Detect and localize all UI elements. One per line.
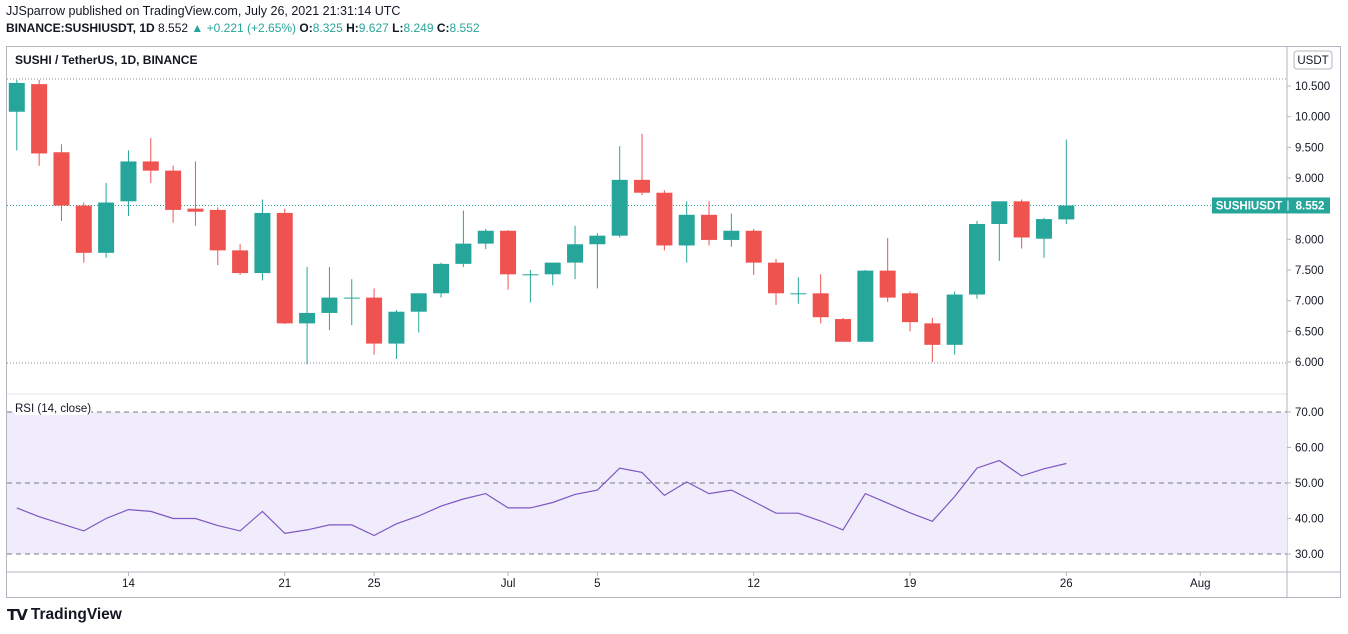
candle-body (276, 212, 293, 324)
candle-body (812, 293, 829, 318)
chart-frame[interactable] (6, 46, 1341, 598)
candle-body (8, 82, 25, 112)
currency-tag-text: USDT (1297, 55, 1328, 67)
price-tick-label: 9.500 (1295, 142, 1324, 154)
open-label: O: (299, 21, 313, 35)
time-tick-label: Aug (1190, 578, 1210, 590)
price-change: +0.221 (+2.65%) (206, 21, 297, 35)
candle-body (366, 297, 383, 344)
candle-body (768, 262, 785, 294)
price-tick-label: 6.500 (1295, 326, 1324, 338)
open-value: 8.325 (312, 21, 343, 35)
candle-body (968, 224, 985, 295)
published-line: JJSparrow published on TradingView.com, … (6, 4, 401, 18)
candle-body (1013, 201, 1030, 238)
candle-body (611, 179, 628, 236)
price-tick-label: 7.000 (1295, 296, 1324, 308)
time-tick-label: 25 (368, 578, 381, 590)
time-tick-label: 5 (594, 578, 600, 590)
candle-body (723, 230, 740, 240)
candle-body (745, 230, 762, 263)
candle-body (857, 270, 874, 342)
time-tick-label: 21 (278, 578, 291, 590)
candle-body (500, 230, 517, 275)
candle-body (1058, 205, 1075, 220)
candle-body (165, 170, 182, 210)
rsi-tick-label: 40.00 (1295, 514, 1324, 526)
candle-body (321, 297, 338, 313)
time-tick-label: Jul (501, 578, 516, 590)
rsi-tick-label: 50.00 (1295, 478, 1324, 490)
candle-body (924, 323, 941, 345)
candle-body (299, 312, 316, 324)
price-tag-box (1212, 197, 1330, 214)
price-tag-symbol: SUSHIUSDT (1216, 200, 1282, 212)
price-tick-label: 7.500 (1295, 265, 1324, 277)
candle-body (701, 214, 718, 240)
high-label: H: (346, 21, 359, 35)
symbol-quote-line: BINANCE:SUSHIUSDT, 1D 8.552 ▲ +0.221 (+2… (6, 21, 480, 35)
candle-body (790, 293, 807, 295)
candle-body (656, 192, 673, 246)
candle-body (53, 152, 70, 206)
candle-body (567, 244, 584, 263)
candle-body (142, 161, 159, 171)
candle-body (477, 230, 494, 244)
low-value: 8.249 (403, 21, 434, 35)
candle-body (388, 311, 405, 344)
rsi-tick-label: 30.00 (1295, 549, 1324, 561)
price-tick-label: 10.000 (1295, 112, 1330, 124)
rsi-tick-label: 70.00 (1295, 407, 1324, 419)
price-tag-value: 8.552 (1296, 200, 1325, 212)
low-label: L: (392, 21, 404, 35)
rsi-tick-label: 60.00 (1295, 443, 1324, 455)
candle-body (98, 202, 115, 253)
time-tick-label: 14 (122, 578, 135, 590)
last-price: 8.552 (158, 21, 189, 35)
up-triangle-icon: ▲ (191, 21, 204, 35)
candle-body (31, 84, 48, 154)
candle-body (1035, 219, 1052, 239)
candle-body (254, 212, 271, 274)
candle-body (902, 293, 918, 323)
candle-body (522, 274, 539, 276)
tradingview-logo[interactable]: 𝗧𝗩 TradingView (7, 606, 122, 624)
price-tick-label: 10.500 (1295, 81, 1330, 93)
rsi-line (16, 459, 1067, 537)
price-tick-label: 6.000 (1295, 357, 1324, 369)
candle-body (589, 235, 606, 245)
symbol-full: BINANCE:SUSHIUSDT, 1D (6, 21, 155, 35)
candle-body (209, 209, 226, 251)
chart-legend-title: SUSHI / TetherUS, 1D, BINANCE (15, 53, 198, 67)
brand-text: TradingView (30, 606, 122, 623)
close-value: 8.552 (449, 21, 480, 35)
high-value: 9.627 (358, 21, 389, 35)
candle-body (410, 293, 427, 312)
time-tick-label: 26 (1060, 578, 1073, 590)
candle-body (678, 214, 695, 246)
candle-body (544, 262, 561, 275)
rsi-legend-title: RSI (14, close) (15, 403, 92, 415)
time-tick-label: 19 (904, 578, 917, 590)
candle-body (75, 205, 92, 253)
currency-tag-box (1293, 50, 1333, 70)
candle-body (343, 297, 360, 299)
candle-body (991, 201, 1008, 224)
candle-body (187, 208, 204, 212)
candle-body (232, 250, 249, 274)
candle-body (120, 161, 137, 202)
candle-body (946, 294, 963, 345)
tv-logo-icon: 𝗧𝗩 (7, 607, 28, 624)
price-tick-label: 9.000 (1295, 173, 1324, 185)
candle-body (433, 263, 450, 294)
time-tick-label: 12 (747, 578, 760, 590)
candle-body (455, 243, 472, 264)
candle-body (835, 319, 852, 342)
price-tick-label: 8.000 (1295, 234, 1324, 246)
candle-body (634, 179, 651, 193)
candle-body (879, 270, 896, 298)
close-label: C: (436, 21, 450, 35)
